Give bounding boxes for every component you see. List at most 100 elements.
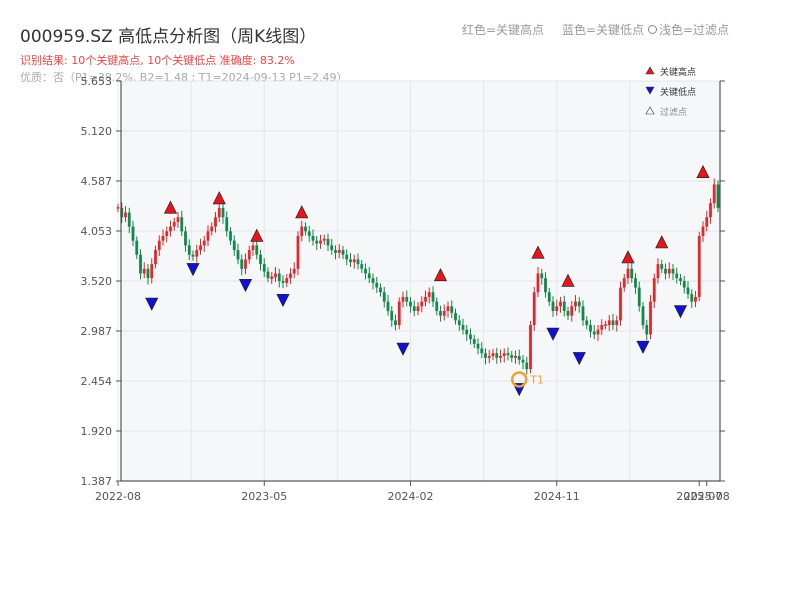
candle-body — [442, 311, 446, 316]
y-tick-label: 5.653 — [81, 75, 113, 88]
candle-body — [622, 278, 626, 288]
x-tick-label: 2023-05 — [241, 490, 287, 503]
candle-body — [694, 296, 697, 302]
candle-body — [240, 259, 244, 269]
candle-body — [131, 226, 135, 241]
candle-body — [487, 356, 491, 358]
y-tick-label: 4.587 — [81, 175, 113, 188]
y-tick-label: 1.920 — [81, 425, 113, 438]
candle-body — [600, 325, 604, 330]
candle-body — [540, 273, 544, 279]
top-legend-filter: 浅色=过滤点 — [648, 21, 729, 38]
candle-body — [416, 306, 420, 312]
y-tick-label: 3.520 — [81, 275, 113, 288]
candle-body — [304, 226, 307, 232]
candle-body — [379, 287, 382, 293]
candle-body — [536, 273, 540, 293]
candle-body — [615, 320, 619, 326]
candle-body — [360, 264, 364, 269]
candle-body — [619, 287, 622, 321]
candle-body — [671, 268, 675, 274]
candle-body — [266, 271, 270, 279]
candle-body — [251, 245, 255, 251]
candle-body — [277, 273, 281, 281]
candle-body — [405, 296, 409, 302]
candle-body — [270, 276, 274, 279]
candle-body — [311, 235, 315, 241]
candle-body — [521, 359, 525, 363]
candle-body — [334, 250, 337, 253]
candle-body — [454, 312, 457, 321]
candle-body — [712, 184, 716, 204]
candle-body — [165, 231, 169, 236]
markers: T1 — [145, 164, 710, 397]
key-high-marker — [295, 205, 309, 219]
y-tick-label: 1.387 — [81, 475, 113, 488]
low-legend-icon — [645, 86, 655, 95]
key-high-marker — [250, 228, 264, 242]
candle-body — [322, 238, 326, 241]
candle-body — [705, 217, 709, 227]
candle-body — [349, 259, 352, 263]
candle-body — [191, 254, 195, 257]
key-low-marker — [572, 352, 586, 366]
candle-body — [172, 221, 176, 227]
candle-body — [180, 217, 184, 232]
y-tick-label: 4.053 — [81, 225, 113, 238]
candle-body — [577, 301, 581, 307]
candle-body — [229, 231, 232, 241]
candle-body — [319, 240, 322, 244]
key-high-marker — [621, 250, 635, 264]
x-tick-label: 2022-08 — [95, 490, 141, 503]
key-high-marker — [696, 164, 710, 178]
candle-body — [656, 264, 660, 279]
key-high-marker — [212, 191, 226, 205]
candle-body — [607, 320, 611, 326]
candle-body — [262, 264, 266, 272]
candle-body — [686, 287, 690, 295]
axes: 1.387 1.920 2.454 2.987 3.520 4.053 4.587 5.120… — [81, 75, 730, 503]
candle-body — [667, 268, 671, 274]
candle-body — [289, 273, 292, 279]
candle-body — [517, 356, 521, 360]
candle-body — [645, 325, 649, 335]
top-legend-filter-label: 浅色=过滤点 — [659, 23, 730, 37]
candle-body — [364, 268, 367, 274]
page-title: 000959.SZ 高低点分析图（周K线图） — [20, 27, 317, 47]
candle-body — [124, 212, 127, 218]
filtered-legend-icon — [645, 106, 655, 115]
candle-body — [626, 268, 630, 279]
candle-body — [386, 301, 390, 312]
candle-body — [285, 278, 289, 283]
high-legend-label: 关键高点 — [660, 66, 696, 78]
candle-body — [585, 320, 589, 326]
candle-body — [315, 240, 319, 244]
candle-body — [352, 259, 356, 263]
key-low-marker — [396, 342, 410, 356]
candle-body — [135, 240, 139, 255]
candle-body — [559, 301, 562, 307]
candle-body — [495, 353, 499, 358]
candle-body — [690, 294, 694, 302]
candle-body — [555, 306, 559, 312]
candle-body — [157, 240, 161, 251]
candle-body — [356, 259, 360, 265]
candle-body — [664, 268, 667, 274]
candle-body — [637, 287, 641, 307]
candle-body — [236, 250, 240, 260]
candle-body — [697, 235, 701, 297]
x-tick-label: 2025-07 — [676, 490, 722, 503]
result-summary: 识别结果: 10个关键高点, 10个关键低点 准确度: 83.2% — [20, 54, 295, 67]
candle-body — [169, 226, 172, 232]
candle-body — [150, 264, 154, 279]
candle-body — [716, 184, 720, 208]
candle-body — [225, 217, 229, 232]
candle-body — [420, 301, 424, 307]
candle-body — [551, 301, 555, 312]
candle-body — [341, 250, 345, 255]
candles — [116, 178, 720, 375]
candle-body — [292, 268, 296, 274]
candle-body — [146, 268, 150, 279]
candle-body — [570, 306, 574, 316]
candle-body — [634, 278, 637, 288]
